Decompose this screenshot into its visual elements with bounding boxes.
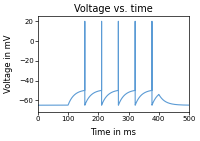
Title: Voltage vs. time: Voltage vs. time: [74, 4, 153, 14]
X-axis label: Time in ms: Time in ms: [90, 128, 136, 137]
Y-axis label: Voltage in mV: Voltage in mV: [4, 35, 13, 93]
